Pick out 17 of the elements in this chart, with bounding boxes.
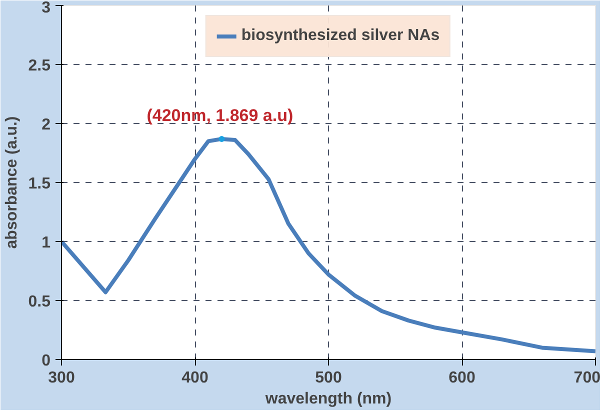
x-tick-label: 700 <box>574 370 601 386</box>
y-tick-label: 1.5 <box>28 176 51 192</box>
y-tick-label: 0.5 <box>28 294 51 310</box>
y-tick-label: 3 <box>42 0 51 16</box>
y-tick-label: 1 <box>42 234 51 252</box>
x-tick-label: 600 <box>448 370 476 386</box>
y-tick-label: 0 <box>42 352 51 370</box>
x-tick-label: 400 <box>182 370 208 386</box>
legend-label: biosynthesized silver NAs <box>241 27 440 45</box>
annotation: (420nm, 1.869 a.u) <box>146 106 294 125</box>
line-series <box>62 136 596 354</box>
y-tick-label: 2.5 <box>28 58 51 74</box>
x-axis-title: wavelength (nm) <box>264 390 392 408</box>
y-axis-title: absorbance (a.u.) <box>3 116 20 249</box>
x-tick-label: 300 <box>48 370 75 386</box>
y-tick-label: 2 <box>42 116 51 134</box>
x-tick-label: 500 <box>315 370 342 386</box>
